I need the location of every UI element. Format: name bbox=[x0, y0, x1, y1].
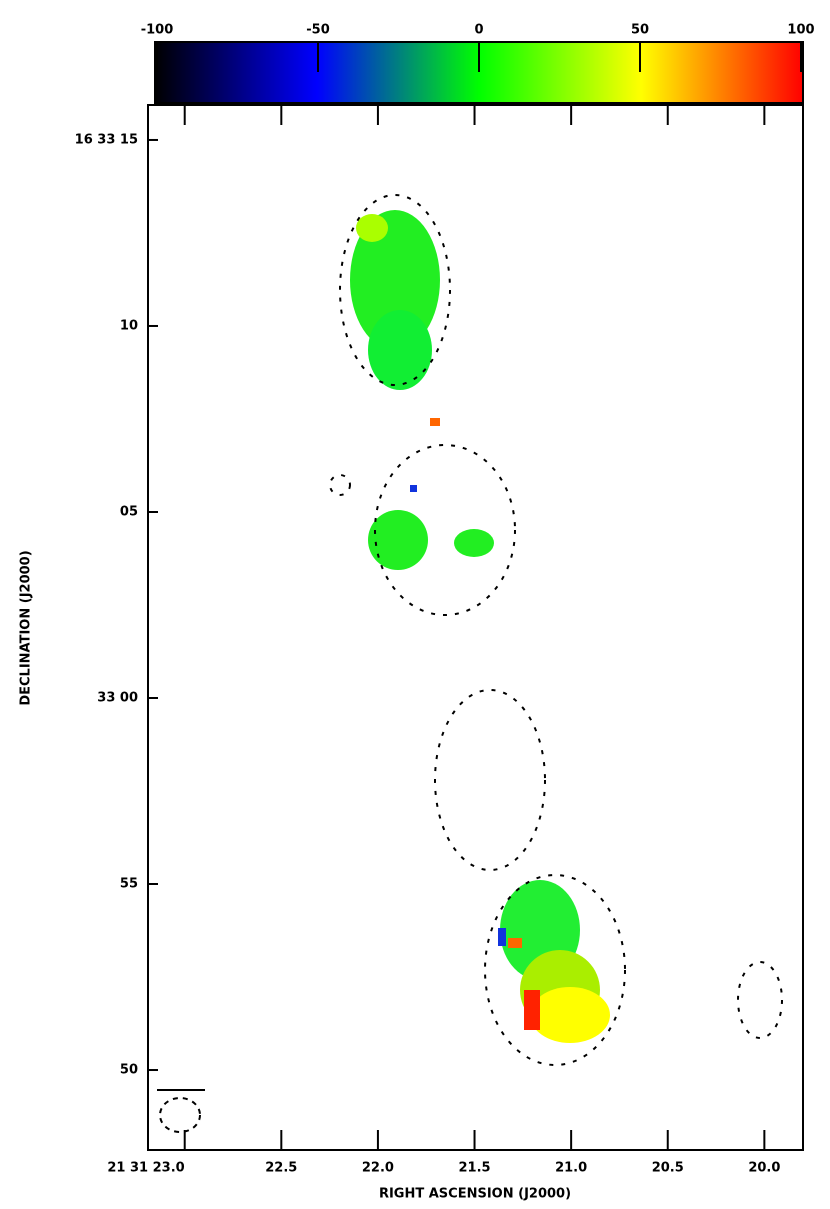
y-tick-label: 33 00 bbox=[97, 690, 138, 705]
colorbar-tick-label: 50 bbox=[631, 23, 649, 38]
y-tick-label: 10 bbox=[120, 318, 138, 333]
emission-map bbox=[350, 210, 610, 1043]
colorbar-tick-label: -100 bbox=[141, 23, 174, 38]
colorbar-tick-label: 100 bbox=[787, 23, 814, 38]
x-tick-label: 22.0 bbox=[362, 1161, 394, 1176]
x-tick-label: 21.5 bbox=[458, 1161, 490, 1176]
contours bbox=[329, 194, 783, 1066]
y-tick-label: 16 33 15 bbox=[75, 132, 138, 147]
x-tick-label: 20.0 bbox=[748, 1161, 780, 1176]
y-tick-label: 55 bbox=[120, 877, 138, 892]
y-axis-label: DECLINATION (J2000) bbox=[19, 550, 34, 705]
beam bbox=[159, 1097, 201, 1133]
x-tick-label: 20.5 bbox=[652, 1161, 684, 1176]
plot-frame bbox=[147, 104, 804, 1151]
y-tick-label: 05 bbox=[120, 504, 138, 519]
y-tick-label: 50 bbox=[120, 1063, 138, 1078]
x-axis-label: RIGHT ASCENSION (J2000) bbox=[379, 1187, 571, 1202]
colorbar-tick-label: 0 bbox=[474, 23, 483, 38]
x-tick-label: 21 31 23.0 bbox=[107, 1161, 184, 1176]
x-tick-label: 22.5 bbox=[265, 1161, 297, 1176]
colorbar-tick-label: -50 bbox=[306, 23, 330, 38]
x-tick-label: 21.0 bbox=[555, 1161, 587, 1176]
